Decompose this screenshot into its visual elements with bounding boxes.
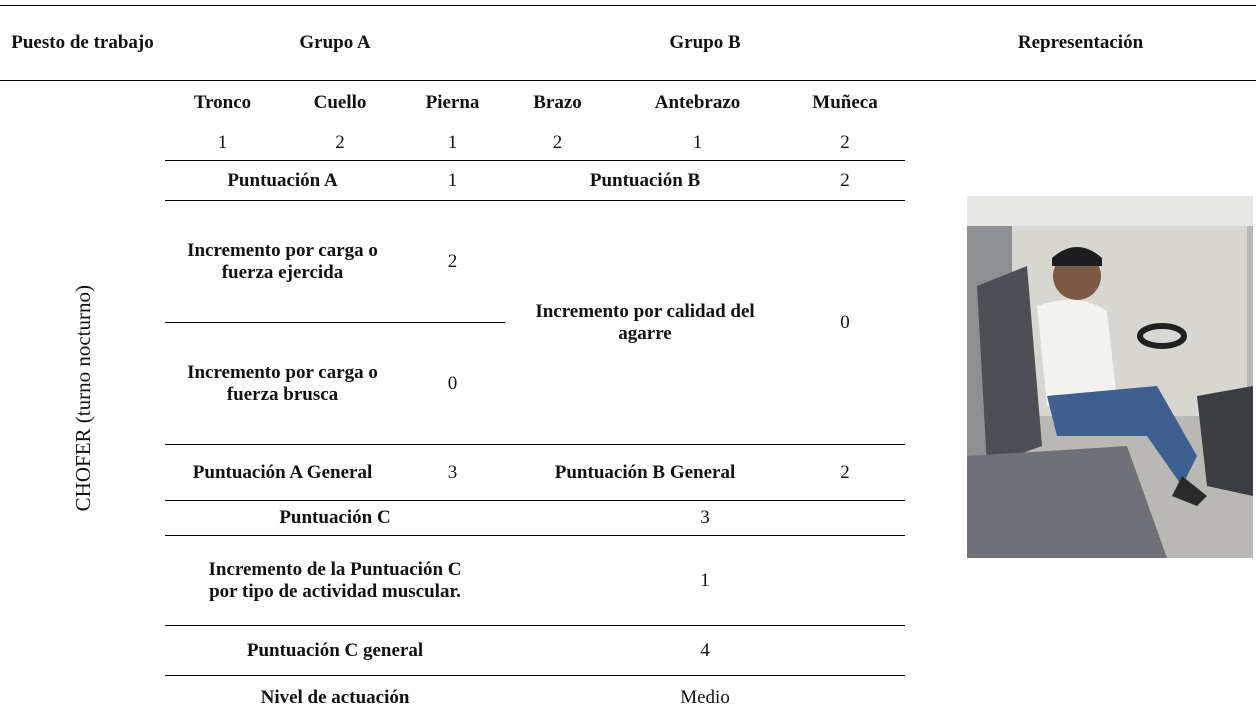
score-row: 1 2 1 2 1 2: [0, 125, 1256, 161]
puntuacion-row: Puntuación A 1 Puntuación B 2: [0, 160, 1256, 201]
puesto: CHOFER (turno nocturno): [70, 284, 95, 511]
header-cell: Representación: [905, 5, 1256, 81]
value: 2: [400, 200, 506, 323]
value: 0: [400, 322, 506, 445]
c-row: Puntuación C general 4: [0, 625, 1256, 676]
label: Nivel de actuación: [260, 687, 410, 709]
photo-cell: [905, 81, 1256, 721]
value: Medio: [680, 687, 730, 709]
value: 1: [505, 535, 906, 626]
segment: Tronco: [193, 92, 252, 114]
label: Puntuación A General: [165, 444, 400, 501]
value: 2: [785, 160, 906, 201]
segment: Pierna: [425, 92, 480, 114]
value: 3: [505, 500, 906, 536]
label: Puntuación B: [505, 160, 786, 201]
header-row: Puesto de trabajo Grupo A Grupo B Repres…: [0, 5, 1256, 81]
label: Incremento por carga o fuerza ejercida: [165, 200, 400, 323]
score: 2: [280, 125, 400, 161]
header-cell: Grupo A: [165, 5, 506, 81]
evaluation-table: Puesto de trabajo Grupo A Grupo B Repres…: [0, 5, 1256, 721]
segment: Muñeca: [812, 92, 878, 114]
score: 1: [400, 125, 506, 161]
label: Puntuación C: [165, 500, 506, 536]
value: 1: [400, 160, 506, 201]
value: 2: [785, 444, 906, 501]
c-row: Incremento de la Puntuación C por tipo d…: [0, 535, 1256, 626]
value: 4: [505, 625, 906, 676]
header-cell: Puesto de trabajo: [0, 5, 165, 81]
score: 2: [785, 125, 906, 161]
score: 1: [610, 125, 786, 161]
c-row: Puntuación C 3: [0, 500, 1256, 536]
photo: [967, 195, 1254, 558]
value: 3: [400, 444, 506, 501]
puesto-cell: CHOFER (turno nocturno): [0, 81, 165, 721]
label: Incremento de la Puntuación C por tipo d…: [165, 535, 506, 626]
segment: Cuello: [313, 92, 367, 114]
nivel-row: Nivel de actuación Medio: [0, 676, 1256, 721]
label: Puntuación B General: [505, 444, 786, 501]
header-cell: Grupo B: [505, 5, 906, 81]
label: Puntuación A: [165, 160, 400, 201]
segment-row: CHOFER (turno nocturno) Tronco Cuello Pi…: [0, 81, 1256, 558]
score: 1: [165, 125, 280, 161]
value: 0: [785, 200, 906, 445]
general-row: Puntuación A General 3 Puntuación B Gene…: [0, 444, 1256, 501]
incremento-row: Incremento por carga o fuerza brusca 0: [0, 322, 1256, 445]
label: Puntuación C general: [165, 625, 506, 676]
segment: Brazo: [533, 92, 582, 114]
score: 2: [505, 125, 611, 161]
label: Incremento por calidad del agarre: [505, 200, 786, 445]
label: Incremento por carga o fuerza brusca: [165, 322, 400, 445]
segment: Antebrazo: [654, 92, 741, 114]
incremento-row: Incremento por carga o fuerza ejercida 2…: [0, 200, 1256, 445]
